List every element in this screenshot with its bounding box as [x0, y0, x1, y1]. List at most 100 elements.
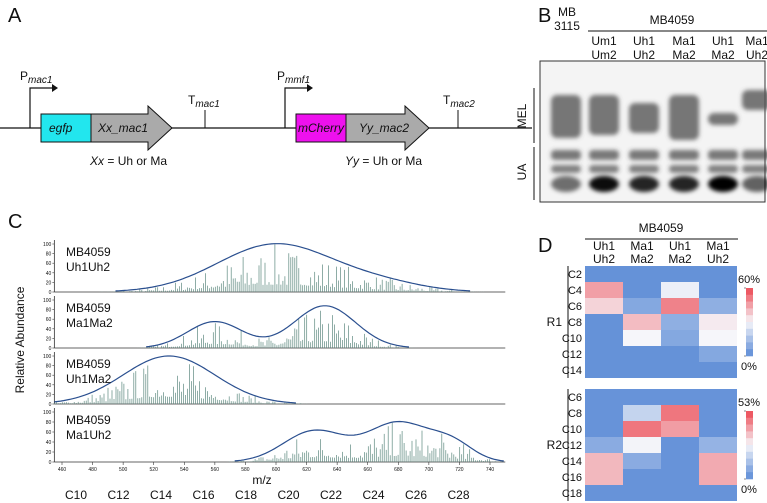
y-tick-label: 80 [46, 252, 52, 258]
colorbar-step [746, 431, 753, 439]
colorbar-label: 0% [741, 484, 757, 496]
gene-box [295, 113, 347, 143]
y-tick-label: 60 [46, 261, 52, 267]
heatmap-cell [585, 314, 623, 330]
lane-label: Um2 [591, 48, 617, 62]
heatmap-cell [699, 362, 737, 378]
x-tick-label: 680 [394, 467, 403, 473]
panel-label: D [538, 235, 552, 257]
y-tick-label: 20 [46, 336, 52, 342]
y-tick-label: 60 [46, 373, 52, 379]
terminator-label: Tmac2 [443, 93, 475, 110]
promoter-label: Pmmf1 [277, 69, 310, 86]
lane-label: Ma2 [672, 48, 696, 62]
strain-label: Uh1Uh2 [66, 260, 110, 274]
band [629, 103, 659, 133]
column-label: Ma2 [668, 252, 692, 266]
x-tick-label: 620 [302, 467, 311, 473]
note: Xx = Uh or Ma [89, 154, 167, 168]
heatmap-cell [661, 453, 699, 469]
colorbar-step [746, 322, 753, 330]
lane-label: Ma1 [745, 34, 767, 48]
heatmap-cell [585, 362, 623, 378]
heatmap-cell [585, 469, 623, 485]
y-tick-label: 80 [46, 308, 52, 314]
y-tick-label: 0 [49, 346, 52, 352]
heatmap-cell [661, 389, 699, 405]
heatmap-cell [585, 298, 623, 314]
heatmap-cell [661, 346, 699, 362]
y-tick-label: 100 [43, 354, 52, 360]
row-label: C4 [568, 285, 582, 297]
heatmap-cell [623, 266, 661, 282]
gene-label: Xx_mac1 [97, 121, 148, 135]
column-label: Ma1 [630, 239, 654, 253]
heatmap-cell [623, 405, 661, 421]
heatmap-cell [661, 330, 699, 346]
band [551, 165, 581, 173]
heatmap-cell [585, 389, 623, 405]
envelope-curve [146, 305, 410, 348]
arrow-head [307, 84, 313, 92]
band [551, 176, 581, 192]
gene-arrow [345, 104, 430, 152]
row-label: C14 [562, 456, 582, 468]
heatmap-cell [699, 389, 737, 405]
heatmap-cell [699, 298, 737, 314]
sample-label: MB4059 [66, 357, 111, 371]
heatmap-cell [661, 314, 699, 330]
band [629, 165, 659, 173]
block-label: R1 [547, 315, 563, 329]
lane-label: Uh1 [633, 34, 655, 48]
gel-bands [551, 90, 767, 192]
y-tick-label: 60 [46, 430, 52, 436]
chain-label: C12 [107, 488, 129, 502]
row-label: C6 [568, 301, 582, 313]
heatmap-cell [661, 421, 699, 437]
y-tick-label: 40 [46, 327, 52, 333]
gene-arrow [90, 104, 173, 152]
heatmap-cell [699, 330, 737, 346]
gene-label: Yy_mac2 [359, 121, 409, 135]
colorbar-step [746, 349, 753, 357]
row-label: C16 [562, 472, 582, 484]
column-label: Uh2 [593, 252, 615, 266]
band [708, 113, 738, 125]
band [589, 95, 619, 135]
colorbar-step [746, 451, 753, 459]
colorbar-step [746, 328, 753, 336]
heatmap-cell [661, 469, 699, 485]
column-label: Uh1 [669, 239, 691, 253]
x-tick-label: 460 [58, 467, 67, 473]
band [629, 150, 659, 160]
heatmap-cell [623, 314, 661, 330]
heatmap-cell [623, 421, 661, 437]
y-tick-label: 20 [46, 392, 52, 398]
chain-label: C14 [150, 488, 172, 502]
heatmap-cell [661, 298, 699, 314]
spectrum-peaks [99, 244, 484, 292]
x-tick-label: 640 [333, 467, 342, 473]
heatmap-cell [661, 437, 699, 453]
chain-label: C22 [320, 488, 342, 502]
band [589, 176, 619, 192]
band [708, 176, 738, 192]
panel-label: B [538, 5, 551, 27]
group-label: MB4059 [639, 221, 684, 235]
heatmap-cell [699, 469, 737, 485]
y-tick-label: 40 [46, 383, 52, 389]
y-tick-label: 80 [46, 364, 52, 370]
chain-label: C28 [447, 488, 469, 502]
spectrum-peaks [54, 364, 308, 404]
band [742, 165, 767, 173]
band [589, 150, 619, 160]
heatmap-cell [661, 362, 699, 378]
x-tick-label: 660 [364, 467, 373, 473]
band [742, 176, 767, 192]
y-tick-label: 0 [49, 460, 52, 466]
heatmap-cell [699, 453, 737, 469]
band [742, 150, 767, 160]
band [589, 165, 619, 173]
lane-label: Um1 [591, 34, 617, 48]
spectrum-peaks [137, 310, 417, 348]
